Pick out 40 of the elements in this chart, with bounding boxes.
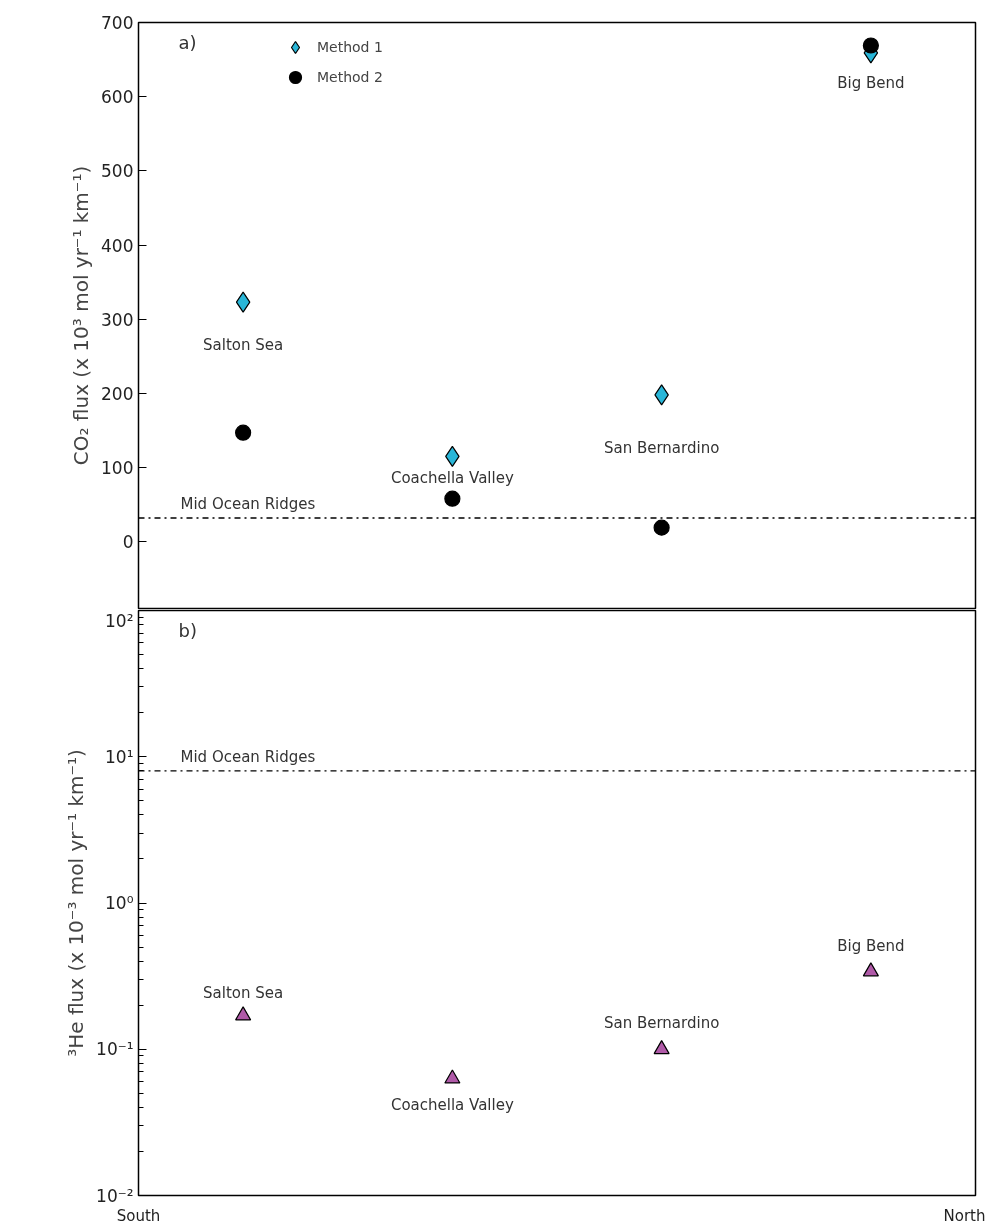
ref-line-label: Mid Ocean Ridges: [180, 495, 316, 513]
annotation: Coachella Valley: [390, 1095, 514, 1114]
y-tick-label: 10⁻²: [96, 1185, 134, 1206]
annotation: Coachella Valley: [390, 469, 514, 488]
point: [862, 962, 879, 977]
annotation: San Bernardino: [603, 438, 720, 457]
y-tick-label: 300: [101, 309, 134, 330]
y-tick-label: 500: [101, 161, 134, 182]
y-axis-title: CO₂ flux (x 10³ mol yr⁻¹ km⁻¹): [69, 165, 94, 466]
y-tick-label: 400: [101, 235, 134, 256]
legend-label: Method 2: [317, 69, 383, 85]
point: [444, 490, 461, 507]
annotation: San Bernardino: [603, 1014, 720, 1033]
point: [653, 519, 670, 536]
text: North: [943, 1206, 985, 1225]
y-tick-label: 0: [122, 532, 134, 553]
ref-line-label: Mid Ocean Ridges: [180, 747, 316, 766]
point: [653, 1039, 670, 1055]
y-axis-title: ³He flux (x 10⁻³ mol yr⁻¹ km⁻¹): [64, 749, 89, 1057]
annotation: Salton Sea: [203, 336, 284, 355]
point: [862, 37, 879, 54]
y-tick-label: 10²: [105, 610, 134, 631]
annotation: Big Bend: [837, 73, 905, 92]
y-tick-label: 700: [101, 13, 134, 33]
annotation: b): [178, 619, 197, 641]
text: South: [116, 1206, 161, 1225]
y-tick-label: 10⁻¹: [96, 1039, 134, 1060]
annotation: Big Bend: [837, 936, 905, 955]
point: [235, 1006, 252, 1021]
annotation: Salton Sea: [203, 983, 284, 1002]
annotation: a): [178, 31, 197, 53]
point: [235, 291, 251, 313]
legend-label: Method 1: [317, 39, 383, 55]
point: [444, 1069, 461, 1084]
point: [235, 424, 252, 441]
y-tick-label: 10⁰: [105, 893, 134, 913]
y-tick-label: 600: [101, 87, 134, 108]
y-tick-label: 10¹: [105, 746, 134, 767]
y-tick-label: 200: [101, 383, 134, 404]
y-tick-label: 100: [101, 458, 134, 479]
